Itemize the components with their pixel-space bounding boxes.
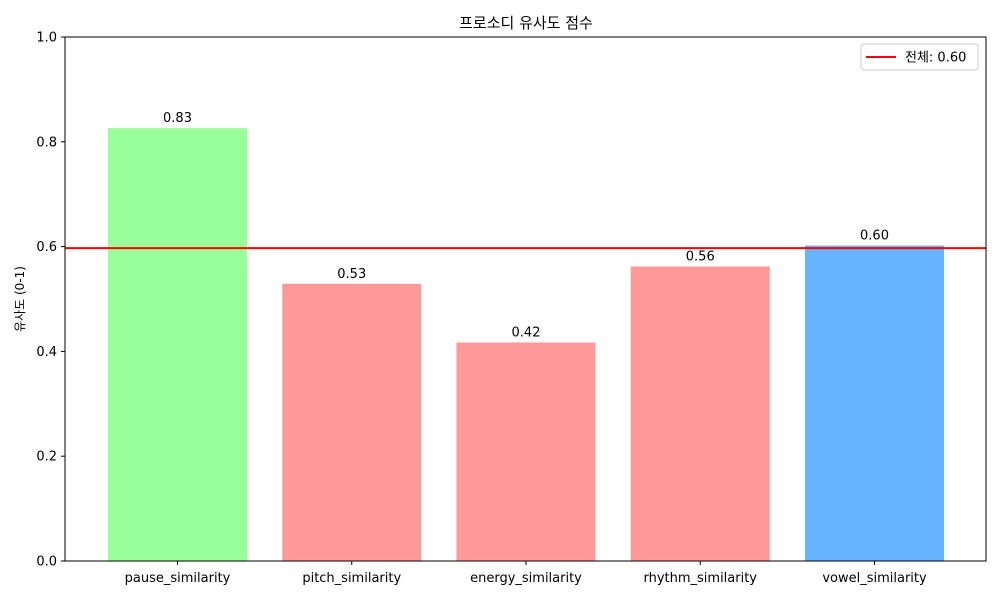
legend: 전체: 0.60 bbox=[860, 43, 979, 71]
bar-value-label: 0.60 bbox=[860, 229, 889, 244]
x-tick-label: pause_similarity bbox=[125, 571, 231, 586]
bar-value-label: 0.83 bbox=[163, 111, 192, 126]
y-tick-label: 0.6 bbox=[36, 240, 57, 255]
bar-pause_similarity bbox=[108, 128, 247, 561]
bars-group: 0.83 0.53 0.42 0.56 0.60 bbox=[108, 111, 944, 561]
y-tick-label: 0.4 bbox=[36, 345, 57, 360]
x-tick-label: vowel_similarity bbox=[822, 571, 927, 586]
y-tick-label: 0.0 bbox=[36, 555, 57, 570]
bar-energy_similarity bbox=[456, 342, 596, 561]
bar-value-label: 0.53 bbox=[337, 267, 366, 282]
y-axis: 0.0 0.2 0.4 0.6 0.8 1.0 bbox=[36, 31, 65, 570]
bar-value-label: 0.42 bbox=[512, 325, 541, 340]
y-axis-label: 유사도 (0-1) bbox=[13, 266, 27, 332]
legend-box bbox=[860, 43, 979, 71]
x-tick-label: energy_similarity bbox=[470, 571, 582, 586]
bar-vowel_similarity bbox=[805, 245, 944, 561]
x-tick-label: pitch_similarity bbox=[302, 571, 401, 586]
plot-frame bbox=[64, 36, 987, 562]
x-tick-label: rhythm_similarity bbox=[643, 571, 757, 586]
x-axis: pause_similarity pitch_similarity energy_s… bbox=[125, 561, 927, 586]
bar-pitch_similarity bbox=[282, 283, 422, 561]
bar-value-label: 0.56 bbox=[686, 250, 715, 265]
chart-title: 프로소디 유사도 점수 bbox=[459, 14, 593, 32]
legend-label: 전체: 0.60 bbox=[905, 51, 966, 66]
bar-rhythm_similarity bbox=[630, 266, 770, 561]
y-tick-label: 1.0 bbox=[36, 31, 57, 46]
y-tick-label: 0.2 bbox=[36, 450, 57, 465]
y-tick-label: 0.8 bbox=[36, 135, 57, 150]
